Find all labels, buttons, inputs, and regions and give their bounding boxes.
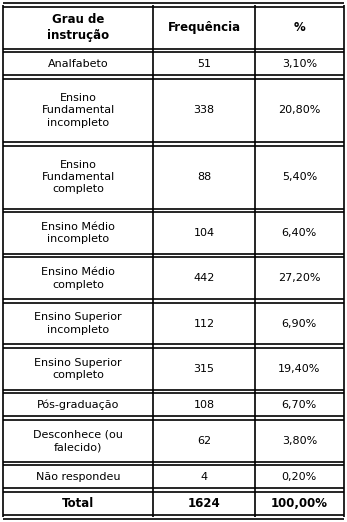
Text: 51: 51 [197, 59, 211, 69]
Text: Grau de
instrução: Grau de instrução [47, 14, 109, 42]
Text: 1624: 1624 [188, 497, 220, 510]
Text: Ensino Médio
completo: Ensino Médio completo [41, 267, 115, 290]
Text: Ensino
Fundamental
completo: Ensino Fundamental completo [42, 160, 115, 195]
Text: 108: 108 [194, 400, 215, 410]
Text: 442: 442 [193, 274, 215, 283]
Text: Frequência: Frequência [168, 21, 241, 34]
Text: 27,20%: 27,20% [278, 274, 321, 283]
Text: 88: 88 [197, 172, 211, 182]
Text: 0,20%: 0,20% [282, 472, 317, 482]
Text: 104: 104 [194, 228, 215, 238]
Text: %: % [294, 21, 305, 34]
Text: 6,70%: 6,70% [282, 400, 317, 410]
Text: 20,80%: 20,80% [278, 105, 321, 115]
Text: Analfabeto: Analfabeto [48, 59, 109, 69]
Text: Ensino
Fundamental
incompleto: Ensino Fundamental incompleto [42, 93, 115, 128]
Text: Ensino Médio
incompleto: Ensino Médio incompleto [41, 222, 115, 244]
Text: Total: Total [62, 497, 94, 510]
Text: 4: 4 [201, 472, 208, 482]
Text: 5,40%: 5,40% [282, 172, 317, 182]
Text: 6,40%: 6,40% [282, 228, 317, 238]
Text: 6,90%: 6,90% [282, 318, 317, 329]
Text: 112: 112 [194, 318, 215, 329]
Text: 62: 62 [197, 436, 211, 446]
Text: Ensino Superior
incompleto: Ensino Superior incompleto [34, 312, 122, 335]
Text: 3,80%: 3,80% [282, 436, 317, 446]
Text: 19,40%: 19,40% [278, 364, 321, 374]
Text: 100,00%: 100,00% [271, 497, 328, 510]
Text: Pós-graduação: Pós-graduação [37, 400, 119, 410]
Text: Ensino Superior
completo: Ensino Superior completo [34, 358, 122, 380]
Text: Não respondeu: Não respondeu [36, 472, 120, 482]
Text: 315: 315 [194, 364, 214, 374]
Text: Desconhece (ou
falecido): Desconhece (ou falecido) [33, 430, 123, 452]
Text: 338: 338 [194, 105, 215, 115]
Text: 3,10%: 3,10% [282, 59, 317, 69]
